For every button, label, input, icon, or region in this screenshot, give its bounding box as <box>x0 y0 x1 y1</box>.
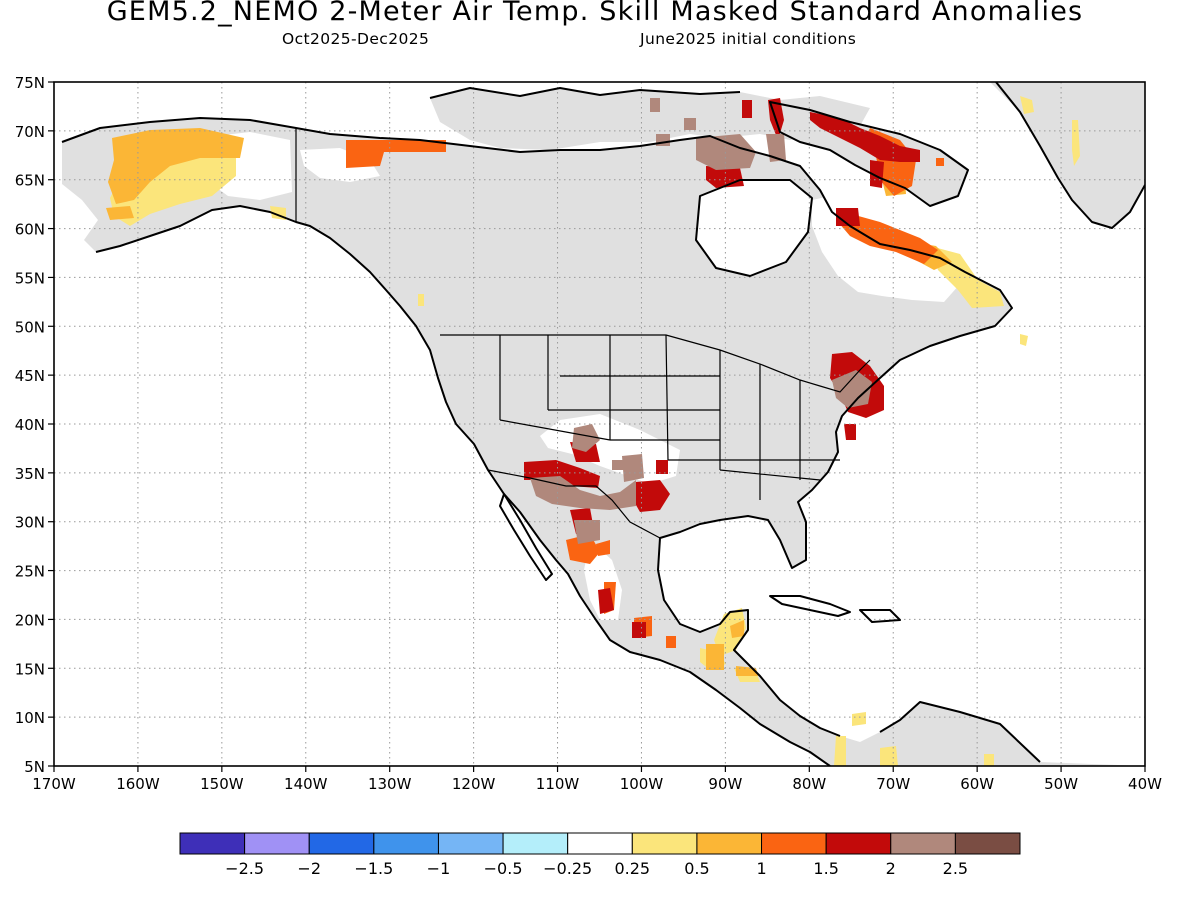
colorbar-swatch <box>373 832 439 855</box>
colorbar-label: −1.5 <box>354 859 393 878</box>
colorbar-label: −1 <box>427 859 451 878</box>
colorbar-label: 2 <box>886 859 896 878</box>
lat-tick-label: 50N <box>15 318 45 336</box>
map-content <box>54 82 1145 766</box>
lon-tick-label: 60W <box>960 775 994 793</box>
colorbar-swatch <box>890 832 956 855</box>
cuba-coastline <box>769 595 851 617</box>
colorbar-swatch <box>761 832 827 855</box>
lat-tick-label: 5N <box>24 758 45 776</box>
latitude-labels: 75N 70N 65N 60N 55N 50N 45N 40N 35N 30N 25N 20N 15N 1… <box>15 74 45 776</box>
lon-tick-label: 110W <box>536 775 580 793</box>
political-borders <box>295 128 871 539</box>
colorbar-label: −0.5 <box>484 859 523 878</box>
lat-tick-label: 15N <box>15 660 45 678</box>
hispaniola-coastline <box>859 609 901 623</box>
map-title: GEM5.2_NEMO 2-Meter Air Temp. Skill Mask… <box>106 0 1084 27</box>
anomaly-1-1.5 <box>346 128 944 648</box>
lat-tick-label: 35N <box>15 465 45 483</box>
lat-lon-grid <box>54 82 1145 766</box>
lon-tick-label: 40W <box>1128 775 1162 793</box>
lon-tick-label: 160W <box>116 775 160 793</box>
colorbar-swatch <box>954 832 1021 855</box>
north-america-coastline <box>61 117 1013 737</box>
axis-ticks <box>48 81 1146 772</box>
colorbar-label: 0.25 <box>614 859 650 878</box>
lon-tick-label: 50W <box>1044 775 1078 793</box>
hudson-bay-coastline <box>695 179 813 277</box>
us-state-lines <box>499 334 840 500</box>
colorbar-label: 2.5 <box>943 859 968 878</box>
greenland-land <box>990 82 1145 228</box>
south-america-coastline <box>879 701 1041 763</box>
colorbar-label: −2 <box>297 859 321 878</box>
period-subtitle: Oct2025-Dec2025 <box>282 30 430 48</box>
lon-tick-label: 130W <box>368 775 412 793</box>
colorbar: −2.5 −2 −1.5 −1 −0.5 −0.25 0.25 0.5 1 1.5 2 2.5 <box>179 832 1021 878</box>
colorbar-swatch <box>179 832 246 855</box>
lat-tick-label: 30N <box>15 514 45 532</box>
colorbar-label: −0.25 <box>543 859 592 878</box>
colorbar-label: −2.5 <box>225 859 264 878</box>
baffin-coastline <box>769 101 969 207</box>
coastlines <box>61 82 1145 766</box>
canadian-arctic-islands <box>430 88 870 150</box>
colorbar-swatch <box>825 832 892 855</box>
lat-tick-label: 65N <box>15 172 45 190</box>
colorbar-swatch <box>696 832 763 855</box>
colorbar-swatch <box>308 832 375 855</box>
lat-tick-label: 70N <box>15 123 45 141</box>
baffin-labrador-land <box>770 102 968 206</box>
baja-coastline <box>499 493 553 581</box>
colorbar-swatch <box>437 832 504 855</box>
colorbar-swatch <box>502 832 569 855</box>
arctic-islands-coastline <box>429 87 741 99</box>
lon-tick-label: 140W <box>284 775 328 793</box>
lon-tick-label: 100W <box>620 775 664 793</box>
colorbar-swatch <box>631 832 698 855</box>
lon-tick-label: 70W <box>876 775 910 793</box>
lon-tick-label: 150W <box>200 775 244 793</box>
colorbar-swatch <box>567 832 633 855</box>
lon-tick-label: 80W <box>792 775 826 793</box>
colorbar-label: 1 <box>756 859 766 878</box>
lon-tick-label: 120W <box>452 775 496 793</box>
pacific-coastline <box>95 205 831 766</box>
colorbar-swatch <box>244 832 310 855</box>
lat-tick-label: 55N <box>15 269 45 287</box>
lon-tick-label: 90W <box>708 775 742 793</box>
lat-tick-label: 60N <box>15 221 45 239</box>
colorbar-label: 0.5 <box>684 859 709 878</box>
lat-tick-label: 10N <box>15 709 45 727</box>
lat-tick-label: 25N <box>15 563 45 581</box>
lat-tick-label: 20N <box>15 611 45 629</box>
lat-tick-label: 75N <box>15 74 45 92</box>
lat-tick-label: 45N <box>15 367 45 385</box>
greenland-coastline <box>995 82 1145 229</box>
initial-conditions-subtitle: June2025 initial conditions <box>640 30 857 48</box>
lon-tick-label: 170W <box>32 775 76 793</box>
lat-tick-label: 40N <box>15 416 45 434</box>
longitude-labels: 170W 160W 150W 140W 130W 120W 110W 100W 90W 80W 70… <box>32 775 1162 793</box>
us-mexico-border <box>487 469 661 539</box>
colorbar-label: 1.5 <box>813 859 838 878</box>
